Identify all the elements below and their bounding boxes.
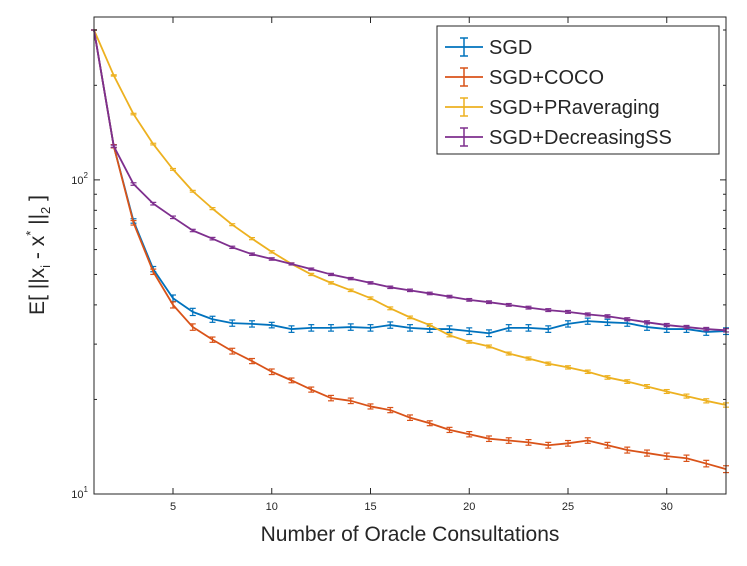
x-axis-label: Number of Oracle Consultations: [261, 523, 560, 546]
y-axis-label: E[ ||xi - x* ||2 ]: [23, 195, 53, 315]
legend: SGD SGD+COCO SGD+PRaveraging SGD+Decreasing…: [437, 26, 719, 154]
x-tick-label: 10: [266, 501, 278, 513]
legend-label: SGD+COCO: [489, 67, 604, 89]
y-tick-label: 102: [71, 171, 88, 187]
legend-label: SGD: [489, 37, 532, 59]
x-tick-label: 30: [661, 501, 673, 513]
x-tick-label: 5: [170, 501, 176, 513]
legend-label: SGD+PRaveraging: [489, 97, 660, 119]
x-tick-label: 15: [364, 501, 376, 513]
x-tick-label: 20: [463, 501, 475, 513]
legend-label: SGD+DecreasingSS: [489, 127, 672, 149]
x-tick-label: 25: [562, 501, 574, 513]
y-tick-label: 101: [71, 485, 88, 501]
